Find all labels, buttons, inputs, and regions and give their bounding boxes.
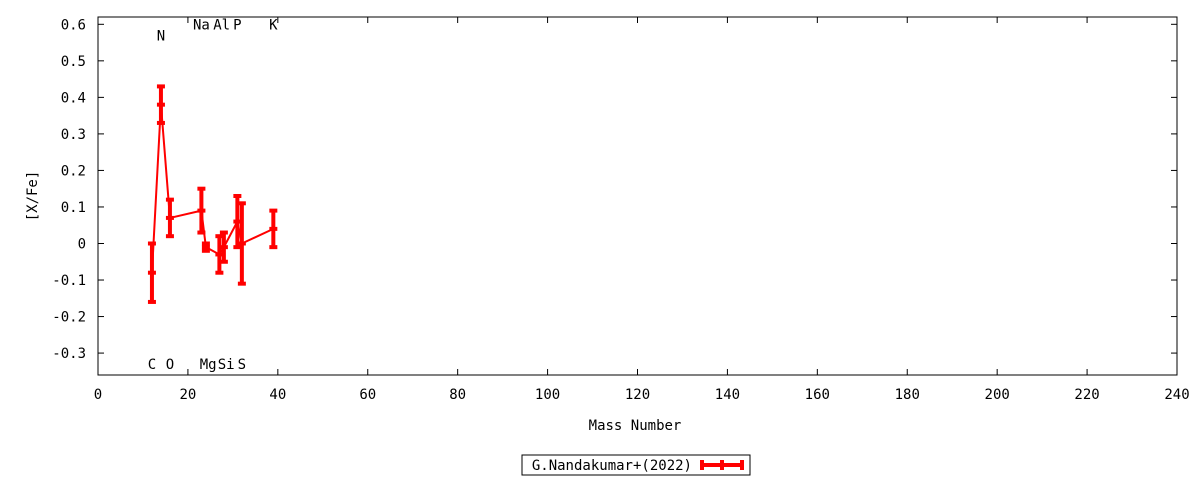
- x-tick-label: 180: [895, 387, 920, 403]
- y-tick-label: 0.2: [61, 163, 86, 179]
- element-label: S: [238, 357, 246, 373]
- element-label: Na: [193, 17, 210, 33]
- data-point: [237, 201, 246, 286]
- data-point: [201, 241, 210, 253]
- y-tick-label: -0.2: [52, 310, 86, 326]
- x-tick-label: 40: [269, 387, 286, 403]
- y-tick-label: 0: [78, 236, 86, 252]
- y-tick-label: 0.5: [61, 54, 86, 70]
- data-point: [269, 208, 278, 250]
- x-tick-label: 200: [985, 387, 1010, 403]
- data-point: [219, 230, 228, 264]
- y-tick-label: 0.4: [61, 90, 86, 106]
- element-label: Si: [218, 357, 235, 373]
- x-axis-label: Mass Number: [589, 418, 682, 434]
- y-tick-label: 0.3: [61, 127, 86, 143]
- x-tick-label: 0: [94, 387, 102, 403]
- y-tick-label: -0.3: [52, 346, 86, 362]
- legend-sample: [700, 460, 744, 470]
- x-tick-label: 140: [715, 387, 740, 403]
- element-label: P: [233, 17, 241, 33]
- x-tick-label: 120: [625, 387, 650, 403]
- element-label: Al: [213, 17, 230, 33]
- x-tick-label: 160: [805, 387, 830, 403]
- element-label: C: [148, 357, 156, 373]
- legend: G.Nandakumar+(2022): [521, 454, 751, 476]
- x-tick-label: 240: [1164, 387, 1189, 403]
- y-axis-label: [X/Fe]: [25, 171, 41, 222]
- x-tick-label: 220: [1074, 387, 1099, 403]
- x-tick-label: 100: [535, 387, 560, 403]
- element-label: Mg: [200, 357, 217, 373]
- x-tick-label: 20: [179, 387, 196, 403]
- y-tick-label: 0.1: [61, 200, 86, 216]
- series-line: [150, 104, 274, 273]
- y-tick-label: -0.1: [52, 273, 86, 289]
- data-point: [147, 241, 156, 304]
- element-label: O: [166, 357, 174, 373]
- plot-frame: [97, 16, 1178, 376]
- x-tick-label: 60: [359, 387, 376, 403]
- data-point: [165, 197, 174, 239]
- element-label: N: [157, 28, 165, 44]
- element-label: K: [269, 17, 278, 33]
- data-point: [156, 84, 165, 125]
- data-point: [197, 186, 206, 235]
- x-tick-label: 80: [449, 387, 466, 403]
- legend-box: [521, 454, 751, 476]
- y-tick-label: 0.6: [61, 17, 86, 33]
- legend-label: G.Nandakumar+(2022): [532, 458, 692, 474]
